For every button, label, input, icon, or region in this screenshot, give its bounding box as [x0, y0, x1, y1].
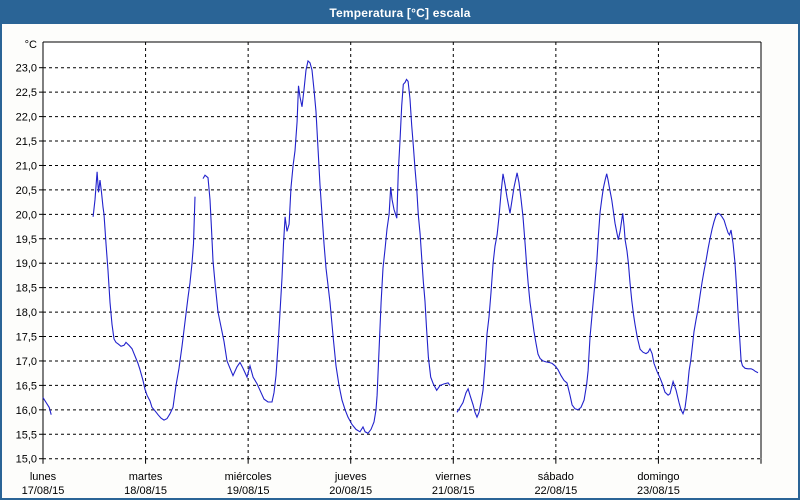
- x-day-name: viernes: [436, 471, 472, 483]
- x-day-date: 19/08/15: [227, 485, 270, 497]
- x-day-date: 18/08/15: [124, 485, 167, 497]
- y-tick-label: 15,5: [16, 429, 37, 441]
- y-tick-label: 16,5: [16, 380, 37, 392]
- temperature-line-segment: [202, 59, 451, 434]
- x-day-name: jueves: [334, 471, 367, 483]
- y-tick-label: 19,0: [16, 258, 37, 270]
- x-day-date: 17/08/15: [22, 485, 65, 497]
- x-day-date: 21/08/15: [432, 485, 475, 497]
- y-tick-label: 15,0: [16, 454, 37, 466]
- x-day-name: domingo: [637, 471, 679, 483]
- y-tick-label: 22,0: [16, 112, 37, 124]
- y-tick-label: 19,5: [16, 234, 37, 246]
- window-title: Temperatura [°C] escala: [329, 6, 471, 20]
- x-day-name: martes: [129, 471, 163, 483]
- y-tick-label: 21,5: [16, 136, 37, 148]
- y-axis: 15,0 15,5 16,0 16,5 17,0 17,5 18,0 18,5 19,0 19,5…: [16, 39, 43, 466]
- y-tick-label: 20,5: [16, 185, 37, 197]
- temperature-series: [42, 59, 759, 434]
- x-day-date: 23/08/15: [637, 485, 680, 497]
- y-tick-label: 20,0: [16, 209, 37, 221]
- y-tick-label: 18,0: [16, 307, 37, 319]
- x-day-name: sábado: [538, 471, 574, 483]
- y-tick-label: 21,0: [16, 160, 37, 172]
- temperature-line-segment: [42, 397, 52, 415]
- y-tick-label: 23,0: [16, 63, 37, 75]
- x-day-date: 20/08/15: [329, 485, 372, 497]
- y-tick-label: 17,0: [16, 356, 37, 368]
- y-tick-label: 17,5: [16, 332, 37, 344]
- y-tick-label: 18,5: [16, 283, 37, 295]
- y-tick-label: 22,5: [16, 87, 37, 99]
- x-day-name: lunes: [30, 471, 57, 483]
- x-axis: lunes 17/08/15 martes 18/08/15 miércoles 19/0…: [22, 458, 762, 497]
- plot-area: [43, 42, 761, 459]
- temperature-line-segment: [456, 172, 759, 419]
- temperature-line-segment: [92, 171, 196, 421]
- plot-frame: [42, 41, 762, 459]
- window-titlebar: Temperatura [°C] escala: [2, 2, 798, 24]
- y-axis-unit-label: °C: [25, 39, 37, 51]
- x-day-date: 22/08/15: [534, 485, 577, 497]
- x-day-name: miércoles: [225, 471, 273, 483]
- y-tick-label: 16,0: [16, 405, 37, 417]
